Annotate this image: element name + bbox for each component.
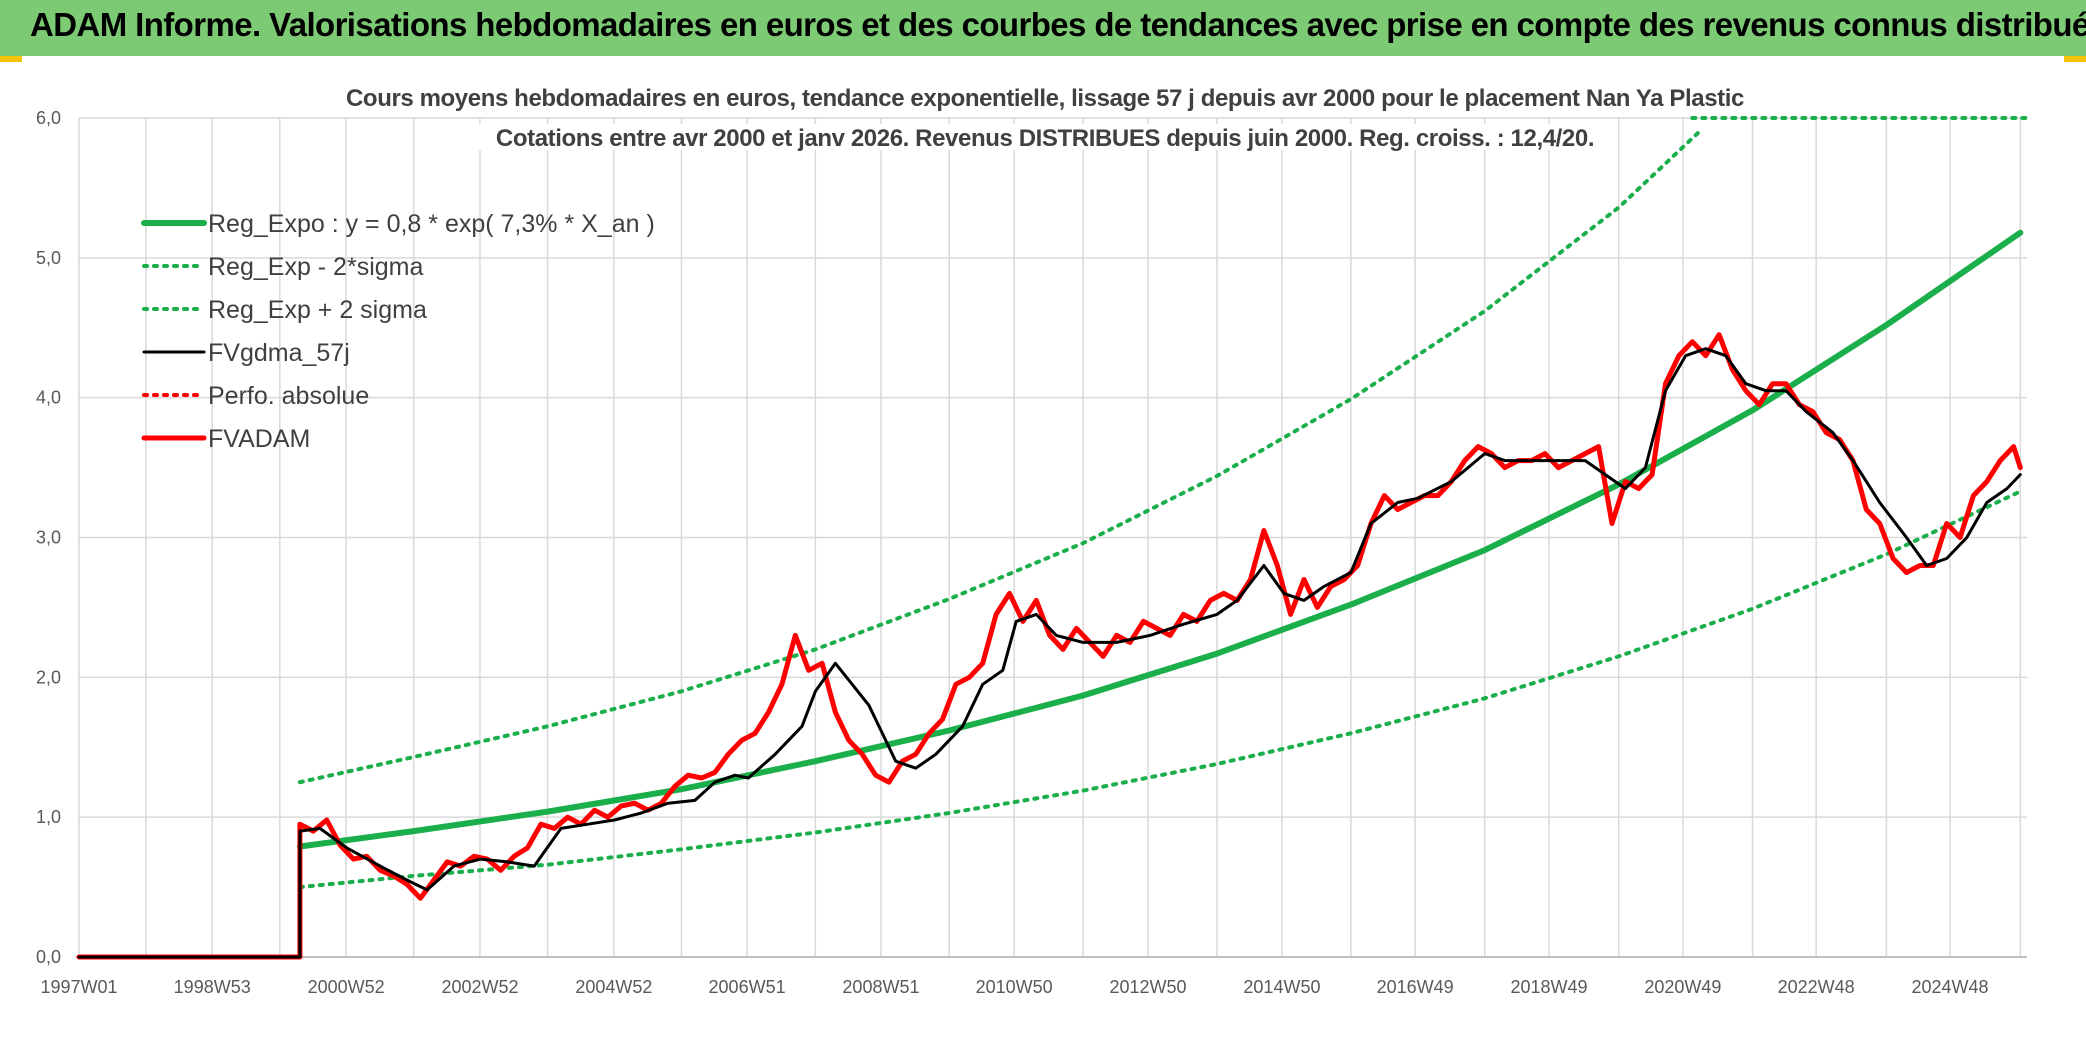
x-tick-label: 2016W49 [1377,977,1454,997]
chart-grid [78,117,2027,958]
legend-label-2: Reg_Exp + 2 sigma [208,296,427,324]
legend-label-1: Reg_Exp - 2*sigma [208,253,423,281]
y-tick-label: 6,0 [36,108,61,128]
report-banner: ADAM Informe. Valorisations hebdomadaire… [0,0,2086,56]
title-backdrop-1 [330,84,1750,110]
x-tick-label: 1997W01 [40,977,117,997]
series-line-5 [76,332,2023,960]
legend-label-0: Reg_Expo : y = 0,8 * exp( 7,3% * X_an ) [208,210,655,238]
x-tick-label: 2012W50 [1110,977,1187,997]
x-tick-label: 2010W50 [976,977,1053,997]
x-tick-label: 2020W49 [1644,977,1721,997]
x-tick-label: 2004W52 [575,977,652,997]
y-tick-label: 2,0 [36,667,61,687]
chart-title-line2: Cotations entre avr 2000 et janv 2026. R… [496,125,1594,152]
series-line-2 [297,130,1701,785]
y-tick-label: 4,0 [36,388,61,408]
y-axis-ticks: 0,0 1,0 2,0 3,0 4,0 5,0 6,0 [36,108,61,967]
corner-marker-left [0,56,22,62]
x-tick-label: 2022W48 [1778,977,1855,997]
legend: Reg_Expo : y = 0,8 * exp( 7,3% * X_an ) R… [141,210,655,453]
x-tick-label: 2000W52 [308,977,385,997]
x-tick-label: 2018W49 [1511,977,1588,997]
x-axis-ticks: 1997W01 1998W53 2000W52 2002W52 2004W52 2006W… [40,977,1988,997]
x-tick-label: 2014W50 [1243,977,1320,997]
report-title: ADAM Informe. Valorisations hebdomadaire… [30,6,2086,43]
x-tick-label: 2024W48 [1911,977,1988,997]
y-tick-label: 1,0 [36,807,61,827]
y-tick-label: 5,0 [36,248,61,268]
chart: 0,0 1,0 2,0 3,0 4,0 5,0 6,0 1997W01 1998W53 2000… [36,84,2029,997]
x-tick-label: 2002W52 [441,977,518,997]
y-tick-label: 0,0 [36,947,61,967]
corner-marker-right [2064,56,2086,62]
series-line-3 [77,347,2022,959]
legend-label-3: FVgdma_57j [208,339,350,367]
y-tick-label: 3,0 [36,528,61,548]
legend-label-5: FVADAM [208,425,310,453]
title-backdrop-2 [470,124,1610,150]
x-tick-label: 2006W51 [709,977,786,997]
x-tick-label: 2008W51 [842,977,919,997]
chart-title-line1: Cours moyens hebdomadaires en euros, ten… [346,85,1744,112]
series-layer [76,116,2029,960]
x-tick-label: 1998W53 [174,977,251,997]
legend-label-4: Perfo. absolue [208,382,369,410]
series-line-1 [297,489,2023,890]
series-line-0 [296,229,2024,850]
